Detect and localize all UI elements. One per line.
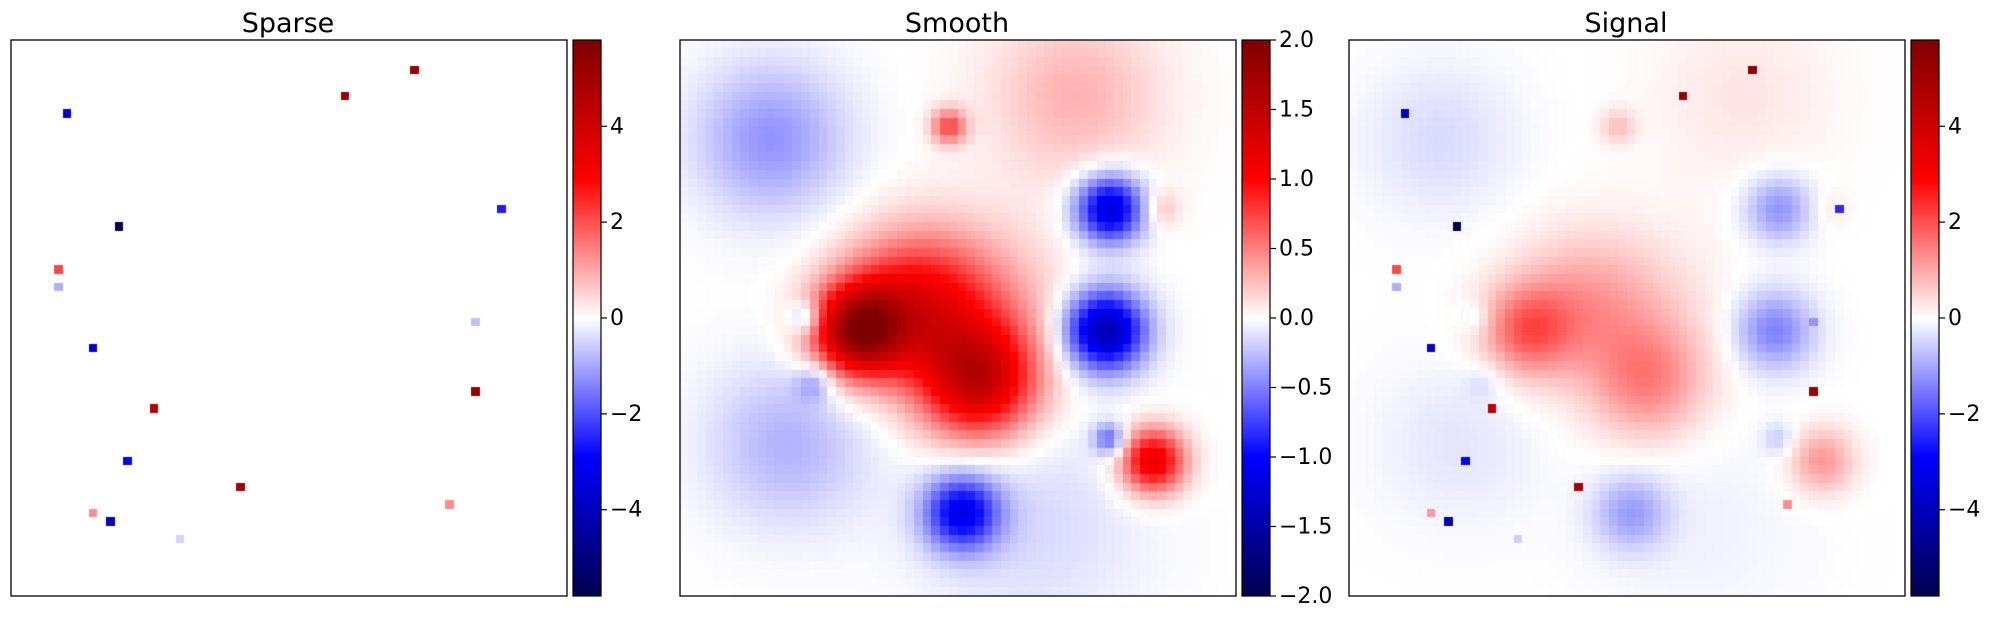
heatmap-signal xyxy=(1349,40,1905,596)
colorbar-sparse xyxy=(572,39,602,597)
colorbar-signal xyxy=(1910,39,1940,597)
colorbar-smooth xyxy=(1241,39,1271,597)
colorbar-ticks-signal: 4 2 0 −2 −4 xyxy=(1939,114,1980,523)
colorbar-tick-label: −2.0 xyxy=(1279,584,1332,609)
colorbar-tick-label: 2.0 xyxy=(1279,28,1314,53)
frame-smooth xyxy=(679,39,1237,597)
colorbar-tick-label: 0.0 xyxy=(1279,306,1314,331)
colorbar-tick-label: 4 xyxy=(1948,114,1962,139)
colorbar-tick-label: 0 xyxy=(610,306,624,331)
panel-smooth: Smooth 2.0 1.5 1.0 0.5 0.0 −0.5 −1.0 −1.5 −2.0 xyxy=(679,8,1332,609)
colorbar-tick-label: −1.0 xyxy=(1279,445,1332,470)
colorbar-tick-label: 0.5 xyxy=(1279,237,1314,262)
heatmap-smooth xyxy=(680,40,1236,596)
colorbar-ticks-smooth: 2.0 1.5 1.0 0.5 0.0 −0.5 −1.0 −1.5 −2.0 xyxy=(1270,28,1332,609)
colorbar-tick-label: 1.5 xyxy=(1279,98,1314,123)
title-smooth: Smooth xyxy=(905,8,1009,39)
colorbar-tick-label: 0 xyxy=(1948,306,1962,331)
colorbar-tick-label: 2 xyxy=(610,210,624,235)
colorbar-tick-label: −4 xyxy=(1948,498,1980,523)
colorbar-tick-label: 2 xyxy=(1948,210,1962,235)
heatmap-sparse xyxy=(11,40,567,596)
title-sparse: Sparse xyxy=(242,8,335,39)
panel-signal: Signal 4 2 0 −2 −4 xyxy=(1348,8,1980,597)
colorbar-tick-label: −2 xyxy=(1948,402,1980,427)
colorbar-tick-label: −0.5 xyxy=(1279,376,1332,401)
panel-sparse: Sparse 4 2 0 −2 −4 xyxy=(10,8,642,597)
colorbar-ticks-sparse: 4 2 0 −2 −4 xyxy=(601,114,642,523)
colorbar-tick-label: 1.0 xyxy=(1279,167,1314,192)
colorbar-tick-label: −1.5 xyxy=(1279,515,1332,540)
frame-sparse xyxy=(10,39,568,597)
colorbar-tick-label: −4 xyxy=(610,498,642,523)
frame-signal xyxy=(1348,39,1906,597)
colorbar-tick-label: −2 xyxy=(610,402,642,427)
colorbar-tick-label: 4 xyxy=(610,114,624,139)
title-signal: Signal xyxy=(1585,8,1668,39)
